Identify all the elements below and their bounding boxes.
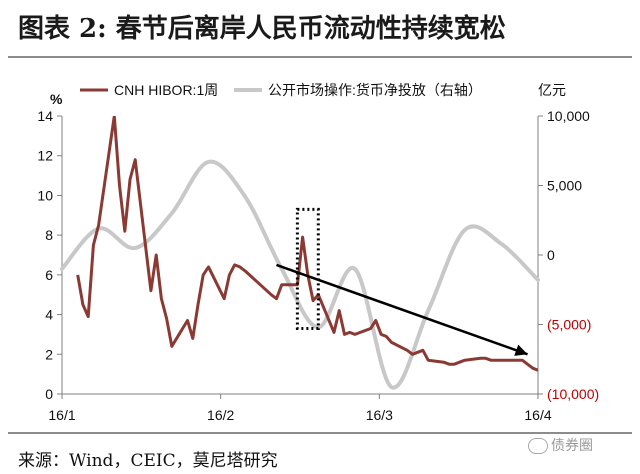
title-divider [8, 56, 632, 58]
left-tick-label: 14 [37, 108, 53, 124]
trend-arrow-head [514, 344, 528, 356]
left-tick-label: 12 [37, 148, 53, 164]
left-tick-label: 4 [45, 307, 53, 323]
left-tick-label: 8 [45, 227, 53, 243]
watermark: 债券圈 [528, 435, 593, 455]
series-layer [60, 116, 540, 390]
source-divider [8, 432, 632, 434]
source-note: 来源：Wind，CEIC，莫尼塔研究 [18, 451, 278, 471]
axis-layer: 0 2 4 6 8 10 12 14% (10,000) (5,000) 0 5,000 10,000 1… [37, 91, 599, 423]
left-tick-label: 0 [45, 386, 53, 402]
right-tick-label: 10,000 [547, 108, 590, 124]
legend-label-hibor: CNH HIBOR:1周 [114, 82, 218, 98]
x-tick-label: 16/4 [524, 407, 551, 423]
left-tick-label: 10 [37, 187, 53, 203]
right-tick-label: (5,000) [547, 317, 591, 333]
figure-title: 图表 2: 春节后离岸人民币流动性持续宽松 [18, 14, 506, 44]
left-tick-label: 6 [45, 267, 53, 283]
trend-arrow [276, 263, 528, 356]
right-unit-label: 亿元 [538, 82, 566, 98]
legend: CNH HIBOR:1周 公开市场操作:货币净投放（右轴） 亿元 [80, 82, 566, 98]
right-tick-label: 0 [547, 247, 555, 263]
watermark-icon [528, 438, 548, 454]
x-tick-label: 16/3 [366, 407, 393, 423]
x-tick-label: 16/2 [207, 407, 234, 423]
watermark-text: 债券圈 [551, 438, 593, 454]
right-tick-label: (10,000) [547, 386, 599, 402]
left-tick-label: 2 [45, 346, 53, 362]
x-tick-label: 16/1 [48, 407, 75, 423]
left-unit-label: % [50, 91, 63, 107]
annotation-layer [276, 207, 528, 356]
right-tick-label: 5,000 [547, 178, 582, 194]
series-line-injection [60, 159, 540, 390]
legend-label-injection: 公开市场操作:货币净投放（右轴） [268, 82, 482, 98]
highlight-box [295, 207, 320, 330]
chart: 0 2 4 6 8 10 12 14% (10,000) (5,000) 0 5,000 10,000 1… [37, 82, 599, 423]
